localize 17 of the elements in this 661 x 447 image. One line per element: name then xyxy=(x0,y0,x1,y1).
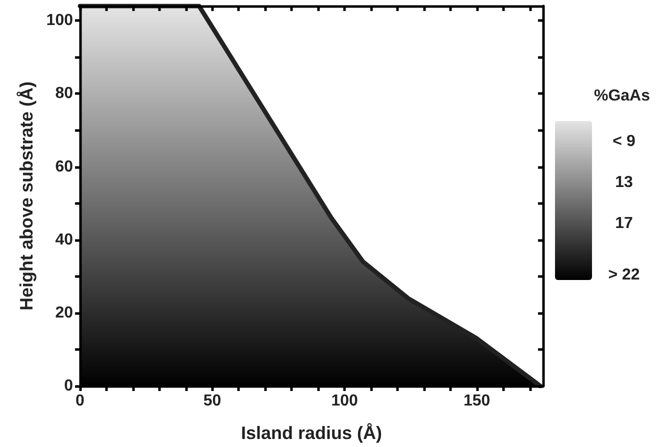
x-tick-label: 0 xyxy=(76,392,85,410)
y-tick-label: 60 xyxy=(55,158,74,176)
color-bar-label: 17 xyxy=(615,215,633,232)
y-tick-label: 100 xyxy=(46,12,74,30)
y-axis-title: Height above substrate (Å) xyxy=(16,81,36,311)
x-tick-label: 100 xyxy=(331,392,358,410)
x-axis-title: Island radius (Å) xyxy=(240,423,382,443)
color-bar-label: 13 xyxy=(615,174,633,192)
color-bar-label: > 22 xyxy=(608,266,640,284)
color-bar-label: < 9 xyxy=(612,133,636,150)
y-tick-label: 80 xyxy=(55,85,74,102)
x-tick-label: 50 xyxy=(203,392,222,410)
color-bar-title: %GaAs xyxy=(594,88,650,104)
y-tick-label: 0 xyxy=(64,378,74,394)
y-tick-label: 20 xyxy=(55,304,74,322)
x-tick-label: 150 xyxy=(464,392,490,410)
y-tick-label: 40 xyxy=(55,231,74,248)
